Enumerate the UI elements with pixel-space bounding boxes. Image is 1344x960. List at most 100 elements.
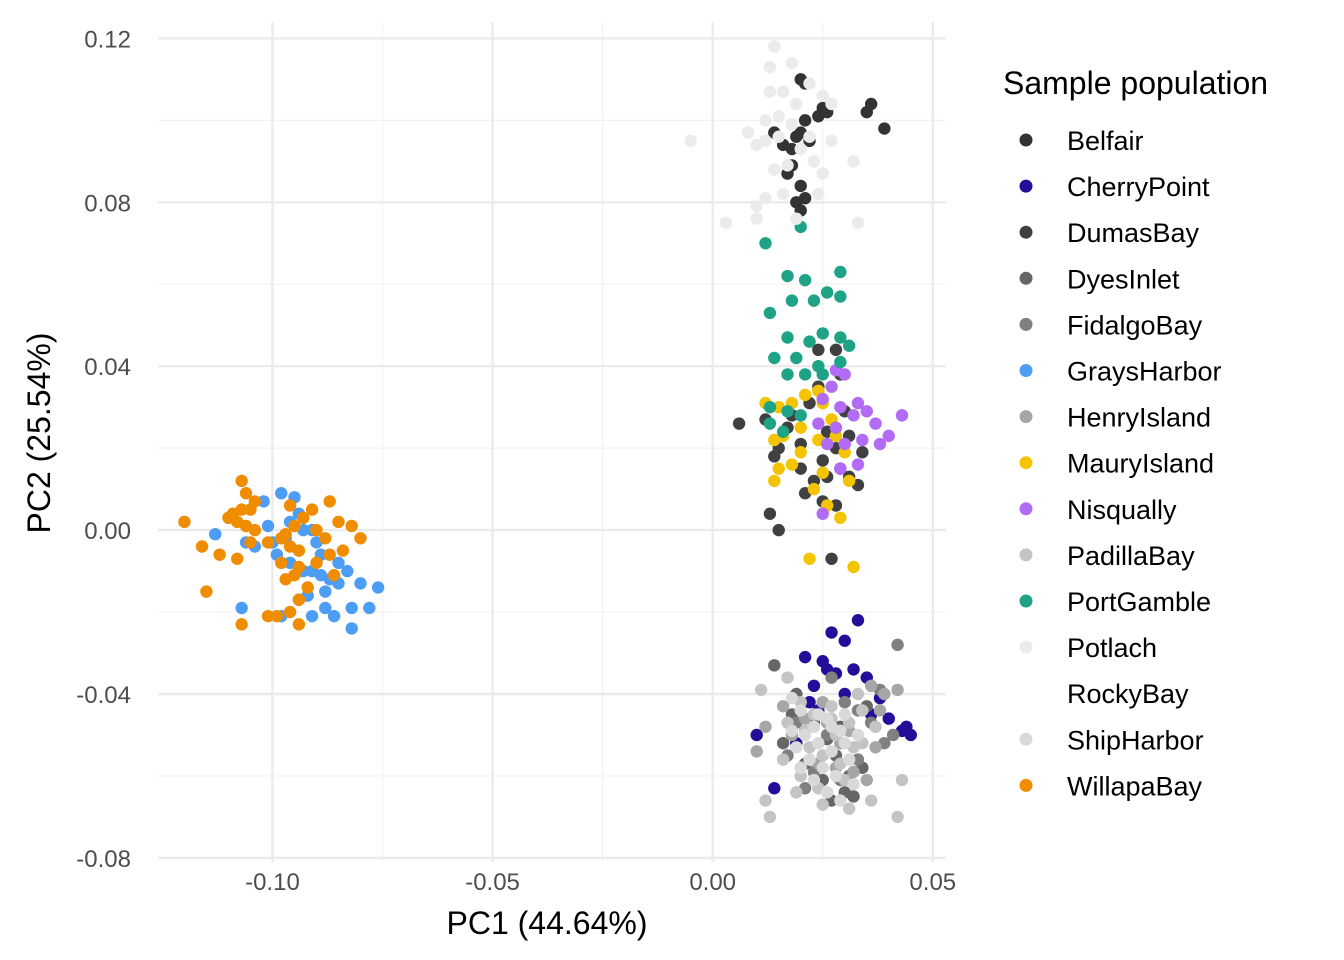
legend-key-dumasbay	[1019, 225, 1033, 239]
data-point-willapabay	[283, 499, 297, 512]
x-axis-tick-labels: -0.10 -0.05 0.00 0.05	[245, 869, 956, 896]
data-point-graysharbor	[261, 519, 275, 533]
data-point-shipharbor	[807, 773, 821, 787]
y-axis-title: PC2 (25.54%)	[21, 333, 57, 534]
data-point-potlach	[768, 163, 781, 176]
data-point-willapabay	[288, 519, 301, 533]
data-point-graysharbor	[305, 609, 319, 623]
data-point-portgamble	[794, 409, 807, 422]
data-point-portgamble	[781, 368, 794, 381]
data-point-nisqually	[869, 417, 882, 430]
data-point-willapabay	[292, 618, 306, 631]
data-point-potlach	[785, 56, 799, 70]
data-point-cherrypoint	[882, 712, 895, 725]
data-point-graysharbor	[319, 585, 332, 598]
data-point-dumasbay	[732, 417, 746, 430]
data-point-portgamble	[763, 400, 777, 414]
data-point-dyesinlet	[768, 659, 781, 672]
data-point-willapabay	[261, 536, 275, 549]
data-point-henryisland	[873, 704, 887, 717]
data-point-portgamble	[763, 306, 777, 320]
data-point-willapabay	[310, 556, 323, 570]
data-point-willapabay	[305, 503, 319, 516]
data-point-cherrypoint	[851, 614, 865, 627]
data-point-nisqually	[895, 409, 909, 422]
data-point-willapabay	[195, 540, 209, 553]
data-point-dumasbay	[768, 450, 781, 463]
data-point-cherrypoint	[803, 695, 816, 709]
data-point-portgamble	[803, 335, 816, 348]
legend-label-willapabay: WillapaBay	[1067, 771, 1203, 801]
data-point-graysharbor	[332, 556, 345, 570]
x-tick-label: -0.05	[465, 869, 520, 896]
data-point-dumasbay	[772, 523, 785, 537]
data-point-willapabay	[261, 609, 275, 623]
data-point-nisqually	[860, 405, 873, 418]
y-tick-label: 0.12	[84, 26, 131, 53]
data-point-fidalgobay	[838, 695, 851, 709]
data-point-portgamble	[798, 273, 812, 287]
data-point-willapabay	[319, 532, 332, 545]
data-point-willapabay	[327, 568, 341, 582]
data-point-potlach	[825, 134, 838, 148]
data-point-willapabay	[279, 527, 292, 541]
legend-label-mauryisland: MauryIsland	[1067, 449, 1214, 479]
data-point-portgamble	[768, 351, 781, 365]
data-point-potlach	[816, 167, 829, 180]
data-point-shipharbor	[794, 761, 807, 774]
data-point-willapabay	[248, 523, 262, 537]
data-point-belfair	[812, 110, 825, 123]
data-point-dyesinlet	[776, 736, 790, 750]
major-gridlines	[158, 22, 946, 862]
data-point-henryisland	[860, 773, 873, 787]
data-point-willapabay	[297, 511, 310, 525]
data-point-padillabay	[776, 753, 790, 766]
data-point-mauryisland	[768, 474, 781, 488]
x-tick-label: -0.10	[245, 869, 300, 896]
data-point-portgamble	[834, 331, 847, 344]
data-point-nisqually	[882, 429, 895, 443]
data-point-mauryisland	[794, 421, 807, 434]
data-point-shipharbor	[794, 704, 807, 717]
y-tick-label: -0.08	[76, 846, 131, 873]
data-point-graysharbor	[209, 527, 222, 541]
y-axis-tick-labels: -0.08 -0.04 0.00 0.04 0.08 0.12	[76, 26, 131, 873]
data-point-potlach	[816, 89, 829, 102]
legend-label-graysharbor: GraysHarbor	[1067, 357, 1222, 387]
data-point-willapabay	[283, 605, 297, 619]
data-point-willapabay	[244, 536, 257, 549]
data-point-potlach	[851, 216, 865, 229]
data-point-willapabay	[288, 568, 301, 582]
data-point-portgamble	[816, 327, 829, 340]
data-point-shipharbor	[785, 724, 799, 738]
legend-key-mauryisland	[1019, 456, 1033, 470]
data-point-nisqually	[834, 400, 847, 414]
legend-label-portgamble: PortGamble	[1067, 587, 1211, 617]
data-point-cherrypoint	[768, 782, 781, 795]
data-point-cherrypoint	[750, 728, 763, 742]
data-point-portgamble	[759, 237, 772, 250]
data-point-portgamble	[834, 355, 847, 369]
data-point-potlach	[807, 155, 821, 168]
legend-key-dyesinlet	[1019, 271, 1033, 285]
data-point-potlach	[772, 130, 785, 143]
data-point-padillabay	[895, 773, 909, 787]
data-point-portgamble	[807, 294, 821, 307]
data-point-henryisland	[878, 687, 891, 701]
data-point-willapabay	[239, 487, 253, 500]
data-point-henryisland	[869, 741, 882, 754]
data-point-potlach	[750, 200, 763, 213]
data-point-willapabay	[323, 548, 336, 561]
legend: Sample population Belfair CherryPoint Duma…	[1003, 65, 1268, 801]
data-point-willapabay	[244, 503, 257, 516]
data-point-fidalgobay	[886, 728, 900, 742]
legend-title: Sample population	[1003, 65, 1268, 101]
data-point-mauryisland	[847, 560, 860, 574]
data-point-potlach	[759, 114, 772, 127]
data-point-mauryisland	[842, 474, 856, 488]
data-point-willapabay	[292, 544, 306, 557]
data-point-potlach	[750, 212, 763, 225]
data-point-belfair	[785, 142, 799, 156]
data-point-graysharbor	[371, 581, 385, 594]
